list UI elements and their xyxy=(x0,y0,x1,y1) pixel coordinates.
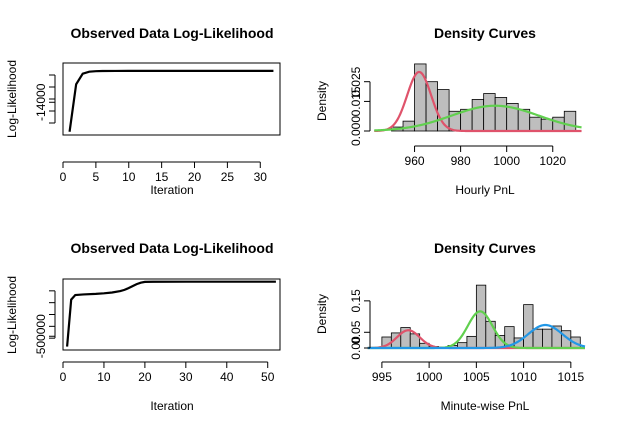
x-tick-label: 10 xyxy=(97,370,111,384)
x-axis: 0 10 20 30 40 50 xyxy=(60,361,275,384)
x-tick-label: 30 xyxy=(254,170,268,184)
histogram-bar xyxy=(532,328,543,349)
y-tick-label: -500000 xyxy=(34,314,48,358)
chart-title: Density Curves xyxy=(434,25,536,41)
x-tick-label: 10 xyxy=(122,170,136,184)
histogram-bar xyxy=(483,93,496,132)
x-tick-label: 50 xyxy=(261,370,275,384)
chart-title: Observed Data Log-Likelihood xyxy=(70,240,273,256)
y-tick-label: 0.000 xyxy=(349,116,363,146)
x-tick-label: 1010 xyxy=(510,370,537,384)
y-axis: -500000 xyxy=(34,290,56,358)
panel-loglik-minute: Observed Data Log-Likelihood Iteration L… xyxy=(5,240,281,413)
y-tick-label: 0.00 xyxy=(349,336,363,360)
y-axis-label: Log-Likelihood xyxy=(5,276,19,354)
x-tick-label: 1005 xyxy=(463,370,490,384)
x-axis-label: Iteration xyxy=(150,399,193,413)
y-axis: -14000 xyxy=(34,74,56,124)
x-tick-label: 1000 xyxy=(416,370,443,384)
x-tick-label: 20 xyxy=(188,170,202,184)
panel-loglik-hourly: Observed Data Log-Likelihood Iteration L… xyxy=(5,25,281,197)
x-tick-label: 0 xyxy=(60,170,67,184)
series-marks xyxy=(68,69,274,132)
histogram-bars xyxy=(391,63,577,132)
panel-density-hourly: Density Curves Hourly PnL Density 960 980… xyxy=(315,25,582,197)
loglik-line xyxy=(65,280,276,347)
histogram-bar xyxy=(523,304,534,349)
histogram-bar xyxy=(529,116,542,132)
x-tick-label: 1000 xyxy=(493,154,520,168)
density-curve xyxy=(374,70,582,133)
histogram-bar xyxy=(466,335,477,349)
panel-density-minute: Density Curves Minute-wise PnL Density 9… xyxy=(315,240,586,413)
histogram-bar xyxy=(475,284,487,349)
y-axis-label: Density xyxy=(315,81,329,121)
x-tick-label: 1020 xyxy=(539,154,566,168)
series-marks xyxy=(65,280,276,347)
histogram-bar xyxy=(494,97,508,132)
x-axis: 960 980 1000 1020 xyxy=(405,145,566,168)
loglik-line xyxy=(68,69,274,132)
x-tick-label: 1015 xyxy=(557,370,584,384)
x-axis-label: Hourly PnL xyxy=(455,183,515,197)
histogram-bar xyxy=(542,328,553,349)
x-tick-label: 30 xyxy=(179,370,193,384)
histogram-bar xyxy=(563,110,577,132)
x-tick-label: 0 xyxy=(60,370,67,384)
chart-title: Density Curves xyxy=(434,240,536,256)
chart-title: Observed Data Log-Likelihood xyxy=(70,25,273,41)
y-tick-label: -14000 xyxy=(34,83,48,121)
x-tick-label: 995 xyxy=(372,370,392,384)
x-axis: 995 1000 1005 1010 1015 xyxy=(372,361,584,384)
density-curve xyxy=(374,104,582,132)
x-axis: 0 5 10 15 20 25 30 xyxy=(60,161,268,184)
x-tick-label: 20 xyxy=(138,370,152,384)
y-axis-label: Log-Likelihood xyxy=(5,60,19,138)
y-tick-label: 0.15 xyxy=(349,289,363,313)
density-curves xyxy=(367,310,586,350)
y-axis: 0.000.05 0.15 xyxy=(349,289,371,360)
x-tick-label: 960 xyxy=(405,154,425,168)
plot-frame xyxy=(62,278,281,351)
density-curves xyxy=(374,70,582,133)
x-tick-label: 5 xyxy=(93,170,100,184)
x-axis-label: Minute-wise PnL xyxy=(441,399,530,413)
x-axis-label: Iteration xyxy=(150,183,193,197)
y-tick-label: 0.05 xyxy=(349,320,363,344)
x-tick-label: 15 xyxy=(155,170,169,184)
x-tick-label: 980 xyxy=(451,154,471,168)
density-curve xyxy=(367,323,586,350)
histogram-bar xyxy=(471,99,485,132)
histogram-bars xyxy=(381,284,581,349)
histogram-bar xyxy=(485,320,496,349)
x-tick-label: 25 xyxy=(221,170,235,184)
plot-frame xyxy=(62,62,281,136)
x-tick-label: 40 xyxy=(220,370,234,384)
y-axis-label: Density xyxy=(315,294,329,334)
y-tick-label: 0.025 xyxy=(349,66,363,96)
y-tick-label: 0.015 xyxy=(349,86,363,116)
